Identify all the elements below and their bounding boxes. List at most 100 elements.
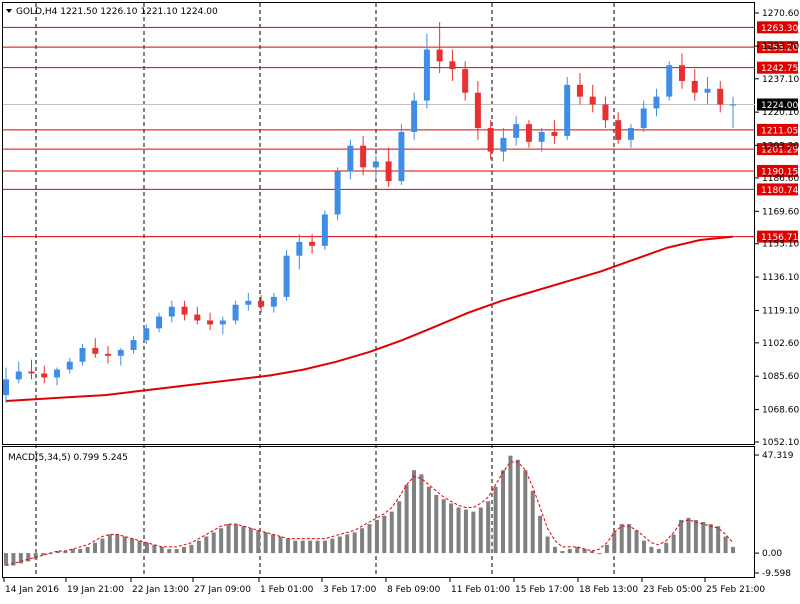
macd-title: MACD(5,34,5) 0.799 5.245 [8,453,128,463]
candlesticks [3,22,736,403]
macd-bar [144,542,149,554]
macd-bar [248,528,253,554]
candle-body [283,255,290,297]
macd-bar [63,551,68,554]
candle-body [130,340,137,350]
level-badge [757,164,798,177]
y-tick-label: 1085.60 [762,372,799,382]
moving-average [5,235,734,402]
macd-bar [634,530,639,554]
candle-body [258,300,265,307]
macd-bar [679,519,684,554]
macd-bar [597,553,602,555]
candle-body [730,104,736,106]
candle-body [525,124,532,142]
candle-body [117,349,124,356]
candle-body [92,347,99,354]
candle-body [500,137,507,152]
macd-bar [374,519,379,554]
x-tick-label: 18 Feb 13:00 [579,585,638,595]
macd-bar [167,548,172,554]
collapse-triangle-icon[interactable] [6,9,12,13]
level-label: 1242.75 [761,64,798,74]
macd-bar [367,524,372,554]
macd-bar [530,490,535,554]
macd-bar [211,532,216,554]
macd-bar [493,486,498,554]
y-tick-label: 1186.60 [762,174,799,184]
candle-body [411,100,418,132]
candle-body [717,88,724,105]
y-tick-label: 1102.60 [762,339,799,349]
macd-bar [389,511,394,554]
main-panel-frame [2,2,755,445]
ma-line [5,235,734,402]
macd-bar [233,524,238,554]
macd-bar [352,532,357,554]
x-tick-label: 27 Jan 09:00 [194,585,251,595]
candle-body [704,88,711,93]
macd-bar [322,540,327,554]
macd-bar [107,534,112,554]
macd-bar [18,553,23,564]
candle-body [181,306,188,315]
candle-body [334,171,341,215]
macd-bar [285,538,290,554]
macd-bar [182,546,187,554]
candle-body [270,296,277,307]
level-label: 1211.05 [761,126,798,136]
level-badge [757,41,798,54]
x-tick-label: 22 Jan 13:00 [132,585,189,595]
candle-body [156,316,163,329]
last-price-label: 1224.00 [761,101,798,111]
level-label: 1190.15 [761,167,798,177]
macd-bar [701,522,706,554]
level-label: 1156.71 [761,233,798,243]
macd-bar [93,542,98,554]
macd-bar [33,553,38,560]
candle-body [321,214,328,246]
macd-bar [649,546,654,554]
level-badge [757,230,798,243]
candle-body [538,131,545,142]
candle-body [41,373,48,378]
y-tick-label: 1153.10 [762,240,799,250]
candle-body [436,49,443,62]
macd-bar [85,546,90,554]
candle-body [309,241,316,246]
vertical-grid [35,3,615,577]
macd-bar [545,536,550,554]
macd-bar [293,540,298,554]
macd-bar [538,515,543,554]
macd-bar [434,495,439,554]
candle-body [462,69,469,93]
macd-bar [360,528,365,554]
candle-body [143,328,150,341]
y-tick-label: 1270.60 [762,9,799,19]
candle-body [691,80,698,93]
macd-bar [174,548,179,554]
candle-body [385,161,392,182]
macd-bar [478,507,483,554]
macd-bar [619,524,624,554]
candle-body [449,61,456,70]
candle-body [105,353,112,356]
panel-frames [2,2,755,578]
macd-y-tick-label: -9.598 [762,569,791,579]
macd-bar [397,501,402,554]
y-tick-label: 1119.10 [762,306,799,316]
macd-histogram: 47.319 0.00 -9.598 [4,451,794,579]
macd-panel-frame [2,446,755,578]
macd-y-tick-label: 0.00 [762,549,782,559]
macd-bar [271,534,276,554]
macd-bar [115,534,120,554]
level-badge [757,21,798,34]
y-tick-label: 1052.10 [762,438,799,448]
macd-bar [412,470,417,554]
macd-bar [552,546,557,554]
macd-bar [4,553,8,566]
macd-bar [315,540,320,554]
candle-body [15,371,22,380]
